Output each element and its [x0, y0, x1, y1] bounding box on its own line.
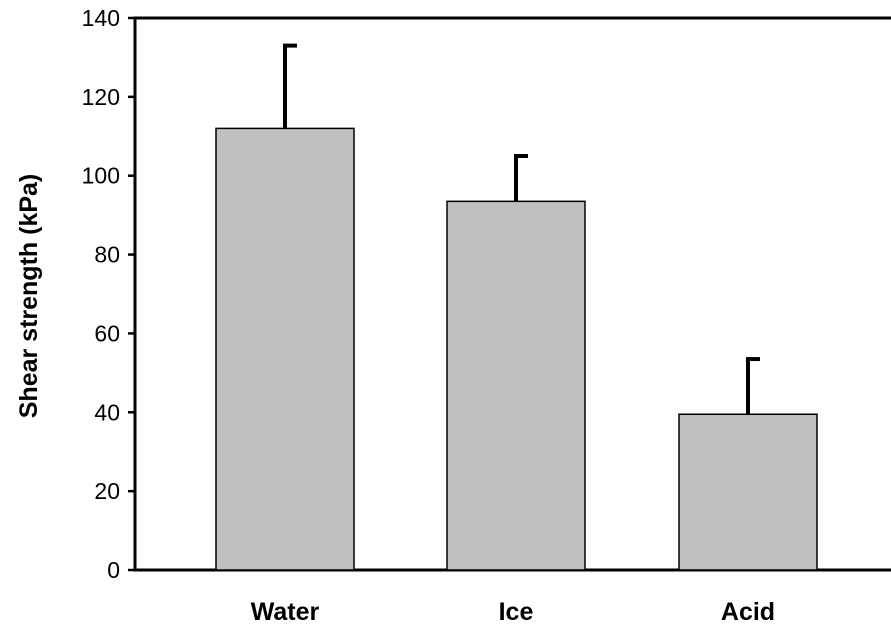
y-axis-title: Shear strength (kPa) [15, 174, 43, 419]
x-axis-category-labels: Water Ice Acid [251, 598, 775, 626]
x-category-label-acid: Acid [721, 598, 775, 626]
bar-ice [446, 200, 586, 571]
bars-group [215, 127, 818, 571]
bar-water [215, 127, 355, 571]
y-tick-label: 100 [82, 163, 120, 189]
y-tick-label: 80 [94, 242, 120, 268]
y-tick-label: 0 [107, 557, 120, 583]
plot-area [133, 16, 891, 572]
y-tick-label: 60 [94, 320, 120, 346]
y-tick-label: 120 [82, 84, 120, 110]
x-category-label-ice: Ice [499, 598, 534, 626]
y-axis-ticks: 0 20 40 60 80 100 120 140 [82, 5, 135, 583]
y-tick-label: 140 [82, 5, 120, 31]
bar-acid [678, 413, 818, 571]
y-tick-label: 40 [94, 399, 120, 425]
error-bars-group [283, 43, 760, 415]
x-category-label-water: Water [251, 598, 320, 626]
y-tick-label: 20 [94, 478, 120, 504]
